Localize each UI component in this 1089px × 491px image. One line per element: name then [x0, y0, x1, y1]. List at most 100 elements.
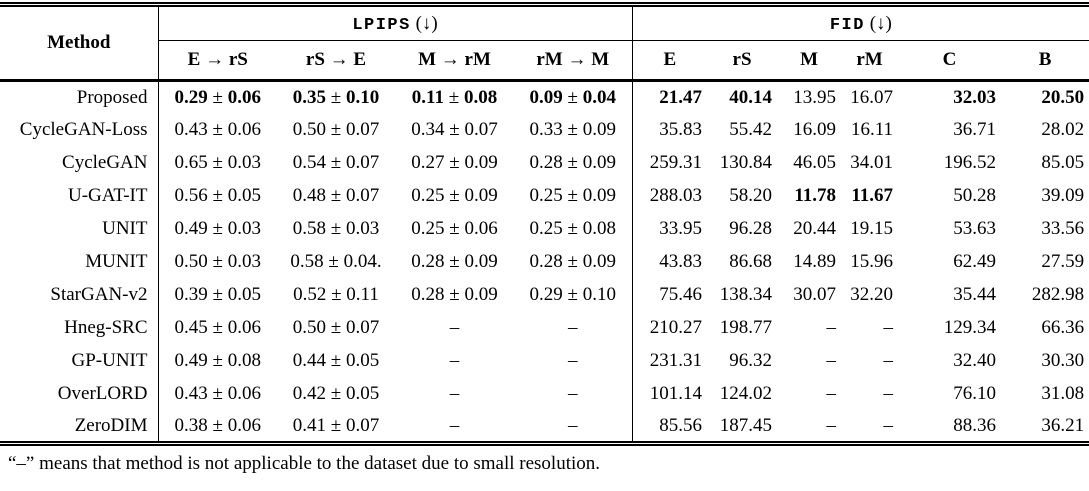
- method-cell: U-GAT-IT: [0, 179, 159, 213]
- fid-value-cell: 259.31: [631, 146, 708, 180]
- column-header-lpips-rm-m: rM → M: [514, 40, 633, 82]
- lpips-value-cell: 0.25 ± 0.09: [529, 185, 616, 206]
- fid-value-cell: 50.28: [953, 185, 997, 206]
- lpips-value-cell: 0.58 ± 0.04.: [290, 251, 382, 272]
- lpips-value-cell: 0.39 ± 0.05: [174, 284, 261, 305]
- table-body: Proposed 0.29 ± 0.06 0.35 ± 0.10 0.11 ± 0.0…: [0, 80, 1089, 444]
- lpips-value-cell: 0.28 ± 0.09: [411, 284, 498, 305]
- fid-value-cell: 196.52: [943, 152, 997, 173]
- table-row-cyclegan-loss: CycleGAN-Loss 0.43 ± 0.06 0.50 ± 0.07 0.34 …: [0, 113, 1089, 147]
- fid-value-cell: 55.42: [729, 119, 773, 140]
- fid-value-cell: 30.07: [793, 284, 837, 305]
- fid-value-cell: 129.34: [943, 317, 997, 338]
- lpips-value-cell: –: [449, 414, 460, 436]
- fid-value-cell: 20.50: [1041, 86, 1085, 108]
- table-row-gp-unit: GP-UNIT 0.49 ± 0.08 0.44 ± 0.05 – – 231.31 96.…: [0, 344, 1089, 378]
- method-cell: CycleGAN-Loss: [0, 113, 159, 147]
- lpips-value-cell: 0.50 ± 0.07: [292, 119, 380, 140]
- lpips-value-cell: 0.28 ± 0.09: [411, 251, 498, 272]
- lpips-value-cell: 0.58 ± 0.03: [292, 218, 380, 239]
- fid-group-header: FID (↓): [631, 4, 1089, 41]
- table-row-unit: UNIT 0.49 ± 0.03 0.58 ± 0.03 0.25 ± 0.06 0.2…: [0, 212, 1089, 246]
- lpips-value-cell: 0.50 ± 0.07: [292, 317, 380, 338]
- fid-value-cell: 15.96: [850, 251, 894, 272]
- fid-value-cell: –: [826, 414, 837, 436]
- fid-value-cell: 11.67: [851, 185, 894, 206]
- lpips-value-cell: 0.54 ± 0.07: [292, 152, 380, 173]
- fid-value-cell: –: [826, 383, 837, 404]
- fid-value-cell: 210.27: [631, 311, 708, 345]
- method-cell: MUNIT: [0, 245, 159, 279]
- method-cell: Proposed: [0, 80, 159, 114]
- fid-value-cell: 32.40: [953, 350, 997, 371]
- lpips-lower-is-better-arrow: (↓): [415, 12, 438, 34]
- group-header-row: Method LPIPS (↓) FID (↓): [0, 4, 1089, 82]
- fid-value-cell: –: [826, 350, 837, 371]
- fid-value-cell: 46.05: [793, 152, 837, 173]
- fid-value-cell: 88.36: [953, 414, 997, 436]
- method-column-header: Method: [0, 4, 159, 82]
- fid-value-cell: 31.08: [1041, 383, 1085, 404]
- lpips-value-cell: –: [449, 383, 460, 404]
- table-row-munit: MUNIT 0.50 ± 0.03 0.58 ± 0.04. 0.28 ± 0.09 0…: [0, 245, 1089, 279]
- fid-value-cell: 288.03: [631, 179, 708, 213]
- fid-value-cell: 85.05: [1041, 152, 1085, 173]
- lpips-value-cell: 0.49 ± 0.08: [174, 350, 261, 371]
- lpips-value-cell: 0.43 ± 0.06: [174, 119, 261, 140]
- lpips-value-cell: 0.25 ± 0.06: [411, 218, 498, 239]
- lpips-value-cell: 0.49 ± 0.03: [174, 218, 261, 239]
- lpips-value-cell: –: [568, 383, 578, 404]
- fid-value-cell: 28.02: [1041, 119, 1085, 140]
- fid-value-cell: 36.21: [1041, 414, 1085, 436]
- fid-value-cell: 96.32: [729, 350, 773, 371]
- fid-value-cell: –: [883, 317, 894, 338]
- fid-value-cell: 86.68: [729, 251, 773, 272]
- lpips-value-cell: 0.28 ± 0.09: [529, 152, 616, 173]
- fid-value-cell: 33.56: [1041, 218, 1085, 239]
- fid-value-cell: 16.09: [793, 119, 837, 140]
- lpips-value-cell: 0.65 ± 0.03: [174, 152, 261, 173]
- lpips-value-cell: 0.41 ± 0.07: [292, 414, 380, 436]
- method-cell: UNIT: [0, 212, 159, 246]
- table-row-proposed: Proposed 0.29 ± 0.06 0.35 ± 0.10 0.11 ± 0.0…: [0, 80, 1089, 114]
- table-row-hneg-src: Hneg-SRC 0.45 ± 0.06 0.50 ± 0.07 – – 210.27 19…: [0, 311, 1089, 345]
- fid-value-cell: 282.98: [1031, 284, 1085, 305]
- fid-value-cell: –: [883, 350, 894, 371]
- fid-value-cell: 231.31: [631, 344, 708, 378]
- fid-value-cell: 58.20: [729, 185, 773, 206]
- lpips-value-cell: 0.29 ± 0.10: [529, 284, 616, 305]
- lpips-value-cell: 0.25 ± 0.08: [529, 218, 616, 239]
- fid-value-cell: 32.20: [850, 284, 894, 305]
- fid-value-cell: 30.30: [1041, 350, 1085, 371]
- fid-value-cell: 96.28: [729, 218, 773, 239]
- fid-value-cell: 16.11: [851, 119, 894, 140]
- fid-value-cell: –: [883, 414, 894, 436]
- fid-value-cell: 21.47: [631, 80, 708, 114]
- lpips-value-cell: 0.11 ± 0.08: [411, 86, 498, 108]
- table-row-overlord: OverLORD 0.43 ± 0.06 0.42 ± 0.05 – – 101.14 12…: [0, 377, 1089, 411]
- lpips-value-cell: –: [449, 317, 460, 338]
- method-cell: StarGAN-v2: [0, 278, 159, 312]
- table-row-stargan-v2: StarGAN-v2 0.39 ± 0.05 0.52 ± 0.11 0.28 ± 0…: [0, 278, 1089, 312]
- method-cell: OverLORD: [0, 377, 159, 411]
- fid-value-cell: 16.07: [850, 86, 894, 108]
- fid-value-cell: 36.71: [953, 119, 997, 140]
- lpips-value-cell: 0.29 ± 0.06: [174, 86, 261, 108]
- fid-value-cell: 124.02: [719, 383, 773, 404]
- fid-value-cell: 35.44: [953, 284, 997, 305]
- fid-value-cell: 13.95: [793, 86, 837, 108]
- lpips-value-cell: –: [568, 414, 578, 436]
- lpips-value-cell: 0.34 ± 0.07: [411, 119, 498, 140]
- fid-value-cell: 138.34: [719, 284, 773, 305]
- lpips-value-cell: –: [568, 350, 578, 371]
- fid-value-cell: 35.83: [631, 113, 708, 147]
- table-row-zerodim: ZeroDIM 0.38 ± 0.06 0.41 ± 0.07 – – 85.56 187.…: [0, 410, 1089, 444]
- column-header-fid-c: C: [898, 40, 1002, 82]
- lpips-value-cell: 0.25 ± 0.09: [411, 185, 498, 206]
- method-cell: GP-UNIT: [0, 344, 159, 378]
- column-header-fid-rm: rM: [841, 40, 899, 82]
- fid-lower-is-better-arrow: (↓): [869, 12, 892, 34]
